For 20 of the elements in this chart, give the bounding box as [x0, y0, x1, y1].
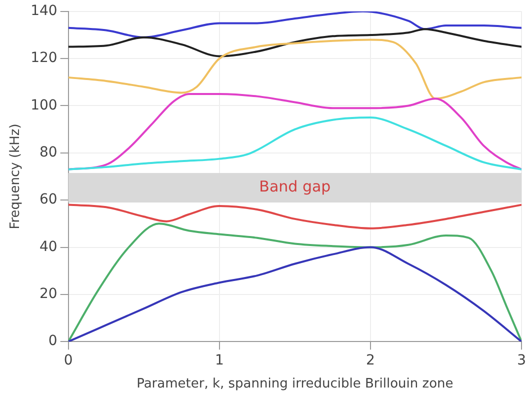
y-tick-label: 140	[30, 3, 58, 20]
y-tick-label: 80	[39, 144, 58, 161]
y-tick-label: 100	[30, 97, 58, 114]
line-series	[68, 28, 522, 58]
line-series	[68, 92, 522, 170]
line-series	[68, 204, 522, 230]
y-tick-label: 40	[39, 238, 58, 255]
y-tick-label: 60	[39, 192, 58, 208]
x-tick-label: 2	[366, 352, 375, 369]
x-tick-label: 1	[214, 352, 224, 369]
y-tick-label: 20	[39, 286, 58, 302]
x-tick-label: 0	[64, 352, 73, 369]
x-axis-title: Parameter, k, spanning irreducible Brillouin zone	[136, 376, 454, 392]
line-series	[68, 38, 522, 100]
band-label: Band gap	[259, 178, 331, 196]
line-series	[68, 116, 522, 170]
y-tick-label: 120	[30, 50, 58, 66]
y-axis-title: Frequency (kHz)	[8, 124, 24, 230]
x-tick-label: 3	[517, 352, 526, 369]
y-tick-label: 0	[48, 333, 58, 350]
